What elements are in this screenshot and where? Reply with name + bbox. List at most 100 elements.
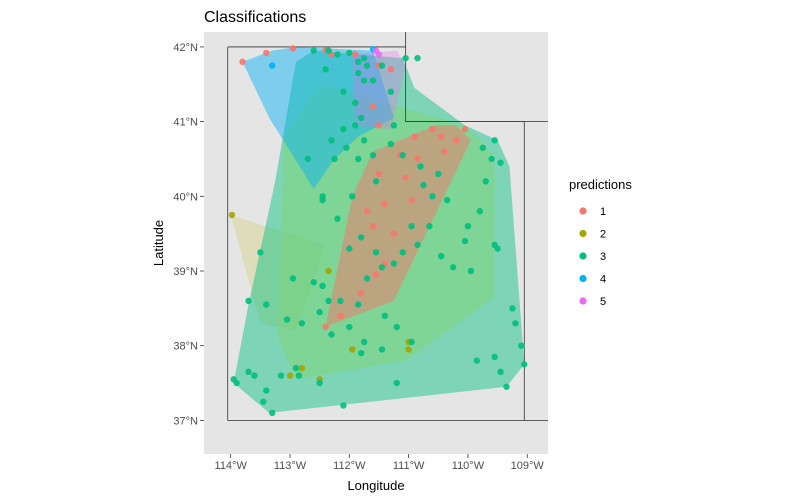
point-group-3 (372, 178, 380, 185)
point-group-1 (375, 122, 383, 129)
point-group-3 (435, 170, 442, 178)
point-group-1 (239, 58, 246, 66)
point-group-3 (310, 47, 317, 54)
point-group-3 (260, 398, 267, 405)
point-group-1 (363, 208, 371, 215)
point-group-3 (352, 122, 359, 129)
point-group-3 (355, 155, 362, 163)
point-group-1 (369, 103, 377, 110)
x-axis-title: Longitude (347, 478, 404, 493)
point-group-3 (357, 114, 365, 122)
point-group-3 (372, 249, 380, 256)
point-group-3 (316, 379, 323, 387)
point-group-3 (316, 308, 323, 316)
point-group-2 (298, 364, 306, 372)
point-group-3 (390, 122, 397, 129)
legend-key-1 (579, 207, 587, 215)
point-group-3 (340, 125, 347, 133)
point-group-3 (295, 372, 303, 379)
point-group-3 (310, 279, 317, 286)
point-group-3 (346, 245, 353, 252)
point-group-3 (328, 137, 335, 144)
x-tick-label: 113°W (274, 460, 307, 472)
y-axis-title: Latitude (151, 220, 166, 266)
point-group-3 (408, 222, 415, 230)
point-group-3 (357, 349, 365, 357)
point-group-3 (518, 342, 525, 349)
point-group-3 (494, 245, 501, 252)
hull-group-4 (242, 46, 394, 189)
point-group-3 (257, 249, 264, 256)
y-tick-label: 38°N (173, 341, 198, 353)
point-group-3 (479, 144, 486, 151)
y-tick-label: 39°N (173, 266, 198, 278)
point-group-3 (438, 252, 445, 260)
point-group-3 (512, 320, 519, 327)
point-group-3 (319, 282, 326, 290)
point-group-3 (298, 320, 306, 327)
point-group-3 (414, 241, 421, 249)
point-group-1 (375, 170, 383, 178)
legend: 1 2 3 4 5 (579, 206, 606, 308)
point-group-3 (378, 264, 386, 271)
point-group-3 (355, 301, 362, 308)
point-group-3 (420, 181, 427, 189)
legend-label-2: 2 (600, 229, 606, 241)
point-group-3 (393, 379, 400, 387)
point-group-3 (304, 155, 311, 163)
point-group-1 (390, 230, 397, 237)
x-axis: 114°W 113°W 112°W 111°W 110°W 109°W (215, 454, 544, 472)
point-group-3 (346, 49, 353, 57)
point-group-3 (292, 364, 300, 372)
point-group-1 (441, 148, 448, 155)
point-group-3 (357, 234, 365, 241)
point-group-3 (381, 312, 389, 320)
point-group-2 (349, 346, 356, 353)
point-group-3 (497, 368, 504, 376)
y-tick-label: 37°N (173, 415, 198, 427)
point-group-3 (230, 376, 237, 383)
point-group-3 (390, 260, 397, 267)
legend-label-5: 5 (600, 296, 606, 308)
point-group-1 (337, 312, 344, 320)
point-group-2 (325, 267, 332, 275)
point-group-3 (263, 301, 270, 308)
chart-title: Classifications (204, 9, 306, 26)
point-group-3 (352, 99, 359, 107)
legend-key-2 (579, 229, 587, 238)
legend-key-5 (579, 297, 587, 305)
point-group-3 (429, 193, 436, 200)
point-group-1 (357, 290, 365, 297)
point-group-3 (346, 323, 353, 331)
point-group-3 (473, 357, 481, 364)
y-tick-label: 41°N (173, 117, 198, 129)
point-group-3 (319, 193, 326, 200)
legend-key-3 (579, 252, 587, 260)
point-group-1 (411, 133, 418, 140)
point-group-1 (461, 125, 469, 133)
point-group-3 (476, 208, 483, 215)
point-group-3 (408, 338, 415, 346)
point-group-3 (331, 155, 338, 163)
point-group-1 (402, 174, 409, 181)
point-group-3 (349, 193, 356, 200)
point-group-3 (417, 163, 424, 170)
point-group-3 (337, 297, 344, 305)
y-tick-label: 42°N (173, 42, 198, 54)
point-group-3 (360, 54, 368, 62)
point-group-3 (363, 275, 371, 282)
point-group-3 (277, 372, 285, 379)
hull-group-1 (325, 125, 471, 328)
point-group-1 (429, 125, 436, 133)
point-group-3 (443, 196, 451, 204)
point-group-3 (399, 152, 406, 159)
point-group-3 (325, 297, 332, 305)
point-group-1 (452, 137, 460, 144)
point-group-3 (363, 62, 371, 69)
point-group-3 (369, 77, 377, 84)
point-group-3 (328, 331, 335, 338)
point-group-1 (372, 271, 380, 278)
point-group-1 (322, 323, 329, 331)
point-group-3 (482, 178, 489, 185)
point-group-1 (381, 200, 389, 207)
